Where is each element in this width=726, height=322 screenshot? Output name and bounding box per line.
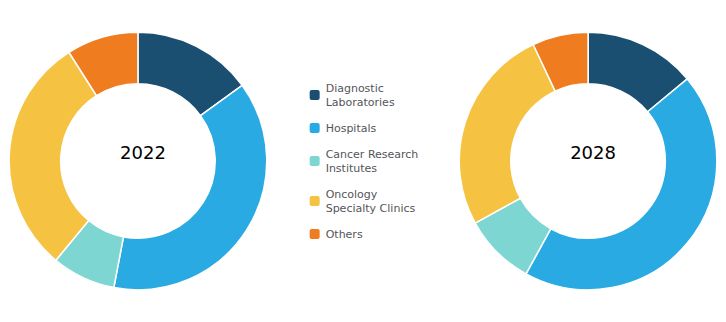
svg-text:Oncology: Oncology bbox=[326, 188, 378, 201]
svg-text:Cancer Research: Cancer Research bbox=[326, 148, 419, 161]
svg-text:2022: 2022 bbox=[120, 142, 166, 163]
svg-text:Hospitals: Hospitals bbox=[326, 122, 377, 135]
svg-text:Institutes: Institutes bbox=[326, 162, 378, 175]
svg-text:Laboratories: Laboratories bbox=[326, 96, 395, 109]
svg-text:Specialty Clinics: Specialty Clinics bbox=[326, 202, 416, 215]
svg-text:Others: Others bbox=[326, 228, 363, 241]
svg-text:Diagnostic: Diagnostic bbox=[326, 82, 384, 95]
svg-text:2028: 2028 bbox=[570, 142, 616, 163]
